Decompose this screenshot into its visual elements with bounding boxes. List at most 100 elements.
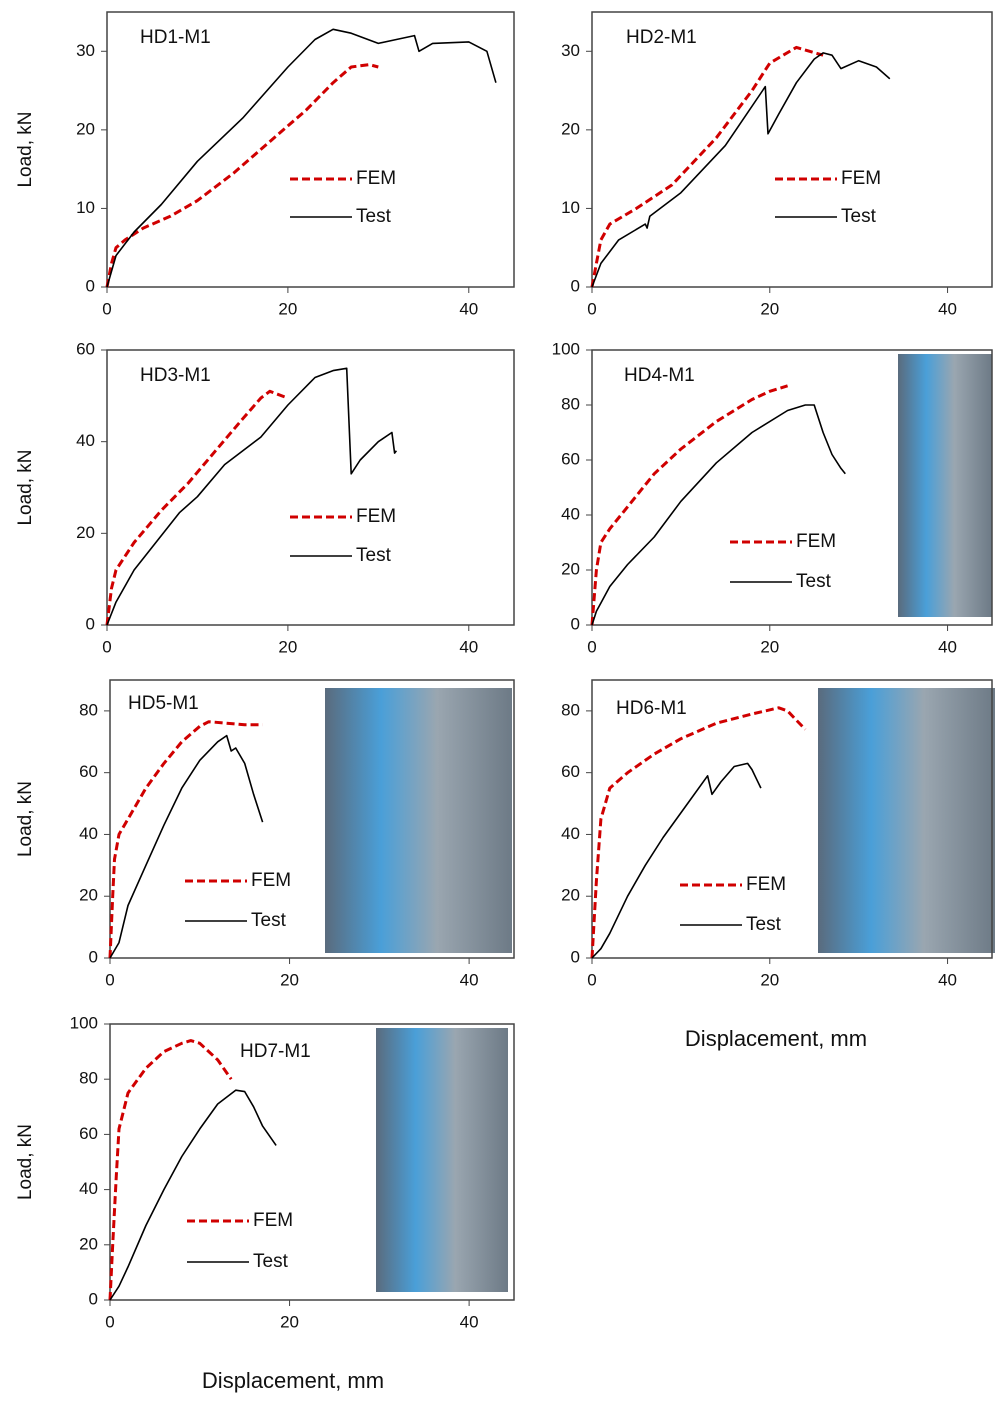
y-tick-label: 0: [89, 947, 98, 966]
y-axis-label: Load, kN: [15, 1124, 36, 1200]
x-tick-label: 0: [587, 637, 596, 656]
y-tick-label: 20: [76, 119, 95, 138]
plot-frame: [106, 11, 515, 288]
legend-label: FEM: [796, 531, 836, 552]
series-line: [109, 1089, 277, 1301]
legend-label: FEM: [356, 506, 396, 527]
x-tick-label: 40: [460, 1312, 479, 1331]
series-line: [105, 389, 289, 626]
legend-label: Test: [251, 910, 287, 931]
x-tick-label: 40: [459, 637, 478, 656]
plot-frame: [109, 679, 515, 959]
x-tick-label: 20: [760, 299, 779, 318]
panel-title: HD1-M1: [140, 27, 211, 48]
y-tick-label: 80: [561, 394, 580, 413]
plot-frame: [591, 349, 993, 626]
x-tick-label: 20: [280, 1312, 299, 1331]
panel-title: HD2-M1: [626, 27, 697, 48]
series-line: [590, 384, 789, 626]
legend-label: FEM: [251, 870, 291, 891]
legend-label: Test: [746, 914, 782, 935]
y-tick-label: 40: [561, 824, 580, 843]
plot-frame: [591, 11, 993, 288]
x-tick-label: 40: [938, 637, 957, 656]
panel-title: HD6-M1: [616, 698, 687, 719]
series-line: [106, 367, 398, 626]
legend-label: Test: [356, 206, 392, 227]
series-line: [591, 404, 846, 626]
x-tick-label: 20: [278, 299, 297, 318]
y-tick-label: 10: [561, 198, 580, 217]
y-tick-label: 0: [86, 614, 95, 633]
x-tick-label: 0: [587, 970, 596, 989]
y-tick-label: 20: [76, 523, 95, 542]
x-axis-label: Displacement, mm: [685, 1026, 867, 1051]
legend-label: FEM: [253, 1210, 293, 1231]
y-tick-label: 40: [76, 431, 95, 450]
panel-title: HD4-M1: [624, 365, 695, 386]
legend-label: Test: [841, 206, 877, 227]
y-tick-label: 20: [79, 886, 98, 905]
y-tick-label: 20: [79, 1234, 98, 1253]
y-tick-label: 30: [76, 41, 95, 60]
y-axis-label: Load, kN: [15, 111, 36, 187]
y-tick-label: 60: [561, 449, 580, 468]
y-tick-label: 0: [571, 276, 580, 295]
y-tick-label: 20: [561, 119, 580, 138]
y-tick-label: 0: [86, 276, 95, 295]
series-line: [108, 720, 263, 959]
y-tick-label: 80: [79, 1069, 98, 1088]
photo: [376, 1028, 508, 1292]
series-line: [108, 1039, 233, 1301]
x-tick-label: 0: [102, 637, 111, 656]
panel-title: HD3-M1: [140, 365, 211, 386]
plot-frame: [591, 679, 993, 959]
photo: [818, 688, 995, 953]
x-tick-label: 0: [105, 1312, 114, 1331]
panel-title: HD7-M1: [240, 1041, 311, 1062]
y-axis-label: Load, kN: [15, 449, 36, 525]
series-line: [591, 762, 762, 959]
legend-label: Test: [356, 545, 392, 566]
photo: [325, 688, 512, 953]
y-tick-label: 10: [76, 198, 95, 217]
panel-title: HD5-M1: [128, 693, 199, 714]
legend-label: FEM: [356, 168, 396, 189]
x-tick-label: 0: [105, 970, 114, 989]
x-tick-label: 0: [587, 299, 596, 318]
y-tick-label: 0: [571, 947, 580, 966]
x-tick-label: 20: [760, 970, 779, 989]
y-tick-label: 20: [561, 559, 580, 578]
series-line: [109, 734, 264, 959]
series-line: [591, 52, 891, 288]
x-tick-label: 20: [760, 637, 779, 656]
y-tick-label: 60: [79, 762, 98, 781]
y-tick-label: 100: [70, 1013, 98, 1032]
x-tick-label: 40: [938, 970, 957, 989]
legend-label: Test: [253, 1251, 289, 1272]
x-tick-label: 20: [278, 637, 297, 656]
y-tick-label: 40: [561, 504, 580, 523]
y-tick-label: 40: [79, 824, 98, 843]
x-tick-label: 40: [938, 299, 957, 318]
x-tick-label: 20: [280, 970, 299, 989]
x-tick-label: 40: [460, 970, 479, 989]
y-tick-label: 100: [552, 339, 580, 358]
y-tick-label: 80: [79, 700, 98, 719]
legend-label: Test: [796, 571, 832, 592]
y-tick-label: 0: [89, 1289, 98, 1308]
x-tick-label: 40: [459, 299, 478, 318]
y-tick-label: 40: [79, 1179, 98, 1198]
photo: [898, 354, 992, 617]
y-axis-label: Load, kN: [15, 781, 36, 857]
x-tick-label: 0: [102, 299, 111, 318]
x-axis-label: Displacement, mm: [202, 1368, 384, 1393]
series-line: [106, 28, 497, 288]
series-line: [590, 706, 807, 959]
plot-frame: [109, 1023, 515, 1301]
legend-label: FEM: [841, 168, 881, 189]
y-tick-label: 80: [561, 700, 580, 719]
y-tick-label: 60: [79, 1124, 98, 1143]
